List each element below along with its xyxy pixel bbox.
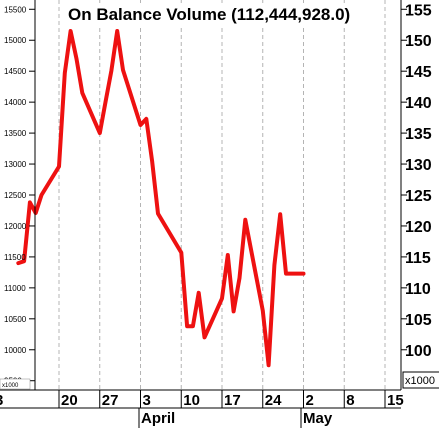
obv-data-point: [104, 100, 107, 103]
x-tick-label: 15: [387, 392, 404, 409]
obv-data-point: [261, 309, 264, 312]
obv-data-point: [139, 123, 142, 127]
obv-data-point: [17, 261, 20, 265]
obv-data-point: [110, 69, 113, 72]
right-tick-label: 110: [405, 281, 431, 298]
obv-data-point: [98, 131, 102, 135]
right-axis-ticks: 100 105 110 115 120 125 130 135 140 145 150 155: [401, 2, 432, 360]
obv-data-point: [63, 71, 66, 75]
obv-data-point: [81, 91, 84, 95]
grid: [58, 0, 386, 390]
obv-data-point: [150, 159, 154, 163]
x-tick-label: 3: [143, 392, 151, 409]
chart-title: On Balance Volume (112,444,928.0): [68, 5, 350, 24]
left-multiplier-label: x1000: [2, 383, 19, 389]
right-tick-label: 140: [405, 95, 432, 112]
left-multiplier-box: [0, 378, 31, 390]
obv-data-point: [279, 213, 282, 216]
right-tick-label: 125: [405, 188, 432, 205]
obv-data-point: [40, 193, 43, 197]
x-tick-label: 8: [346, 392, 354, 409]
plot-area: [35, 0, 401, 390]
x-tick-partial: 3: [0, 392, 3, 409]
right-multiplier-label: x1000: [405, 375, 435, 387]
obv-data-point: [57, 165, 61, 168]
obv-data-point: [121, 68, 125, 72]
left-tick-label: 14000: [4, 98, 27, 107]
obv-data-point: [28, 201, 32, 204]
obv-data-point: [302, 272, 305, 275]
month-label-april: April: [141, 410, 175, 427]
obv-data-point: [238, 276, 241, 280]
left-tick-label: 15500: [4, 5, 27, 14]
left-tick-label: 13500: [4, 129, 27, 138]
obv-data-point: [267, 364, 270, 367]
left-tick-label: 10500: [4, 315, 27, 324]
obv-data-point: [145, 117, 148, 121]
title-backdrop: [64, 3, 376, 25]
obv-data-point: [197, 291, 200, 294]
left-tick-label: 11000: [4, 284, 26, 293]
obv-data-point: [244, 218, 247, 221]
left-tick-label: 12000: [4, 222, 27, 231]
obv-data-point: [220, 297, 224, 300]
x-tick-label: 2: [306, 392, 314, 409]
x-tick-label: 20: [61, 392, 78, 409]
x-tick-label: 27: [102, 392, 119, 409]
left-tick-label: 14500: [4, 67, 27, 76]
right-tick-label: 100: [405, 343, 432, 360]
x-tick-label: 24: [265, 392, 282, 409]
obv-data-point: [232, 310, 235, 313]
left-tick-label: 12500: [4, 191, 27, 200]
obv-data-point: [22, 260, 26, 263]
right-tick-label: 120: [405, 219, 432, 236]
obv-data-point: [203, 336, 206, 339]
right-tick-label: 155: [405, 2, 432, 19]
obv-data-point: [116, 29, 119, 33]
left-tick-label: 11500: [4, 253, 26, 262]
x-tick-label: 10: [183, 392, 200, 409]
month-label-may: May: [303, 410, 333, 427]
obv-data-point: [273, 263, 276, 267]
series-layer: [16, 29, 306, 368]
left-axis-ticks: 9500100001050011000115001200012500130001…: [4, 5, 35, 386]
obv-data-point: [75, 57, 78, 60]
obv-data-point: [69, 29, 72, 33]
left-tick-label: 13000: [4, 160, 27, 169]
right-tick-label: 115: [405, 250, 431, 267]
right-tick-label: 145: [405, 64, 432, 81]
right-tick-label: 135: [405, 126, 432, 143]
left-tick-label: 10000: [4, 346, 27, 355]
x-tick-label: 17: [224, 392, 241, 409]
right-tick-label: 150: [405, 33, 432, 50]
right-tick-label: 130: [405, 157, 432, 174]
x-axis-ticks: 20 27 3 10 17 24 2 8 15: [58, 390, 404, 409]
right-tick-label: 105: [405, 312, 432, 329]
obv-data-point: [226, 253, 229, 257]
obv-data-point: [185, 325, 189, 328]
obv-data-point: [156, 212, 160, 215]
obv-data-point: [284, 272, 288, 275]
obv-data-point: [180, 251, 183, 254]
right-multiplier-box: [402, 371, 439, 389]
left-tick-label: 15000: [4, 36, 27, 45]
obv-data-point: [191, 325, 195, 328]
